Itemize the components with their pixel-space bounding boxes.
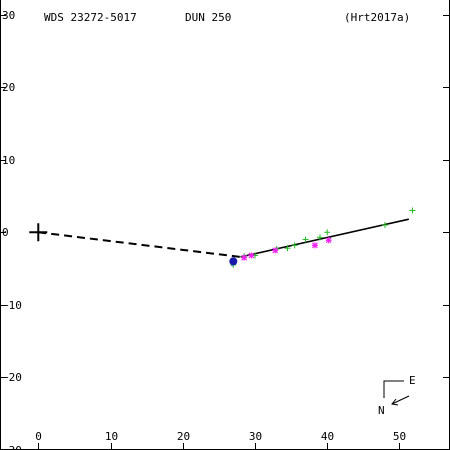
measurement-plus-7 [316,234,323,241]
motion-arrow-head [391,398,399,406]
y-tick-label-0: 30 [2,9,15,22]
orientation-axes [383,380,404,398]
x-tick-label-2: 20 [177,430,190,443]
east-label: E [409,374,416,387]
x-tick-label-0: 0 [35,430,42,443]
measurement-star-d2-0 [241,254,248,261]
north-label: N [378,404,385,417]
y-tick-label-2: 10 [2,154,15,167]
motion-arrow-shaft [391,395,410,405]
data-marks-group [29,207,416,268]
measurement-star-2 [272,247,279,254]
measurement-plus-6 [302,236,309,243]
measurement-star-d2-4 [325,237,332,244]
measurement-plus-9 [381,222,388,228]
wds-id-label: WDS 23272-5017 [44,11,137,24]
orientation-indicator: E N [378,374,416,417]
measurement-plus-10 [409,207,416,214]
y-tick-label-6: −30 [2,444,22,450]
measurement-star-d2-2 [272,247,279,254]
x-tick-label-3: 30 [249,430,262,443]
latest-position-dot [229,257,238,266]
reference-label: (Hrt2017a) [344,11,410,24]
y-tick-label-1: 20 [2,81,15,94]
measurement-star-3 [311,242,318,249]
measurement-plus-5 [291,242,298,249]
measurement-star-d2-3 [312,242,318,249]
x-tick-label-5: 50 [393,430,406,443]
discoverer-label: DUN 250 [185,11,231,24]
x-tick-label-1: 10 [105,430,118,443]
measurement-star-1 [248,252,255,259]
dashed-node-line [38,231,241,258]
axis-ticks-group: 30 20 10 0 −10 −20 −30 0 10 20 30 40 50 [0,9,450,450]
measurement-plus-4 [284,245,291,252]
orbit-arc [240,218,410,258]
measurement-star-4 [325,237,332,244]
y-tick-label-4: −10 [2,299,22,312]
measurement-star-0 [241,254,248,261]
measurement-plus-8 [324,229,331,236]
x-tick-label-4: 40 [321,430,334,443]
measurement-star-d2-1 [248,252,255,259]
y-tick-label-5: −20 [2,371,22,384]
y-tick-label-3: 0 [2,226,9,239]
